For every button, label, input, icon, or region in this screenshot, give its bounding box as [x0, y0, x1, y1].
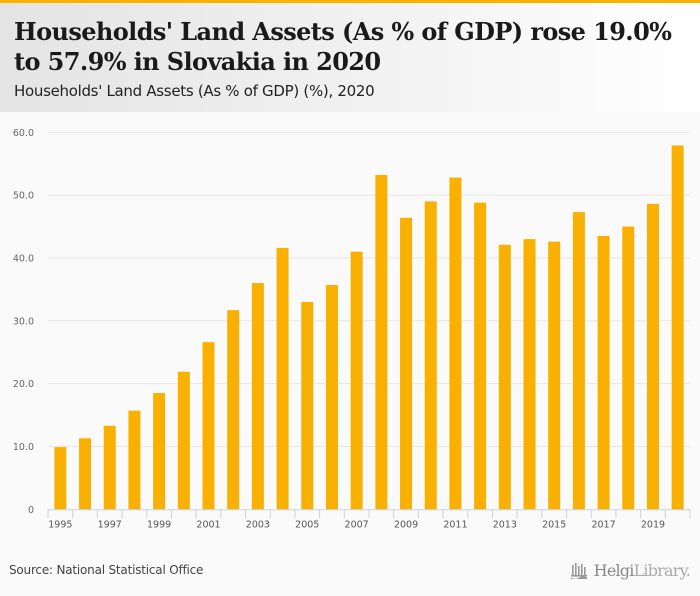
source-note: Source: National Statistical Office	[9, 563, 204, 577]
bar-2009[interactable]	[400, 217, 413, 510]
gridlines	[48, 131, 690, 447]
y-tick-label: 20.0	[13, 379, 34, 390]
bar-1996[interactable]	[79, 438, 92, 510]
bar-1997[interactable]	[103, 425, 116, 510]
y-tick-label: 50.0	[13, 191, 34, 202]
bar-2019[interactable]	[646, 203, 659, 510]
x-tick-label: 2017	[591, 519, 615, 530]
y-tick-label: 10.0	[13, 442, 34, 453]
x-tick-label: 2001	[196, 519, 220, 530]
bar-2008[interactable]	[375, 175, 388, 510]
bar-2017[interactable]	[597, 235, 610, 510]
bar-2018[interactable]	[622, 226, 635, 510]
y-tick-label: 30.0	[13, 316, 34, 327]
bar-2010[interactable]	[424, 201, 437, 510]
chart-header: Households' Land Assets (As % of GDP) ro…	[0, 3, 700, 112]
accent-bar	[0, 0, 700, 3]
bars	[54, 145, 684, 510]
bar-1999[interactable]	[153, 393, 166, 510]
x-tick-label: 2005	[295, 519, 319, 530]
x-axis: 1995 1997 1999 2001 2003 2005 2007 2009 2011 2013…	[47, 509, 691, 530]
x-tick-label: 2015	[542, 519, 566, 530]
logo-text-bold: Helgi	[593, 561, 635, 580]
bar-2012[interactable]	[474, 202, 487, 510]
y-axis-labels: 0 10.0 20.0 30.0 40.0 50.0 60.0	[13, 128, 34, 516]
x-tick-label: 2009	[394, 519, 418, 530]
y-tick-label: 40.0	[13, 253, 34, 264]
bar-2003[interactable]	[251, 283, 264, 510]
bar-chart: 0 10.0 20.0 30.0 40.0 50.0 60.0 1995 1997 1999 20…	[13, 128, 691, 530]
bar-2005[interactable]	[301, 301, 314, 510]
chart-subtitle: Households' Land Assets (As % of GDP) (%…	[14, 82, 375, 100]
helgi-library-logo[interactable]: Helgi Library.	[570, 561, 691, 580]
logo-text-light: Library.	[633, 561, 691, 580]
x-tick-label: 2011	[443, 519, 467, 530]
bar-2000[interactable]	[177, 371, 190, 510]
x-tick-label: 1999	[147, 519, 171, 530]
y-tick-label: 60.0	[13, 128, 34, 139]
bar-2001[interactable]	[202, 342, 215, 510]
x-tick-label: 2007	[345, 519, 369, 530]
bar-2016[interactable]	[572, 212, 585, 510]
x-tick-label: 1995	[48, 519, 72, 530]
x-tick-label: 2019	[641, 519, 665, 530]
bar-2014[interactable]	[523, 239, 536, 510]
bar-1998[interactable]	[128, 410, 141, 510]
bar-2013[interactable]	[498, 244, 511, 510]
x-tick-label: 2003	[246, 519, 270, 530]
bar-2004[interactable]	[276, 247, 289, 510]
bar-2020[interactable]	[671, 145, 684, 510]
bar-2011[interactable]	[449, 177, 462, 510]
x-tick-label: 2013	[493, 519, 517, 530]
y-tick-label: 0	[28, 505, 34, 516]
bar-2015[interactable]	[548, 241, 561, 510]
x-tick-label: 1997	[98, 519, 122, 530]
bar-1995[interactable]	[54, 447, 67, 510]
bar-2007[interactable]	[350, 251, 363, 510]
library-logo-icon	[570, 562, 587, 579]
bar-2002[interactable]	[227, 310, 240, 510]
chart-title: Households' Land Assets (As % of GDP) ro…	[14, 17, 672, 76]
bar-2006[interactable]	[325, 284, 338, 510]
